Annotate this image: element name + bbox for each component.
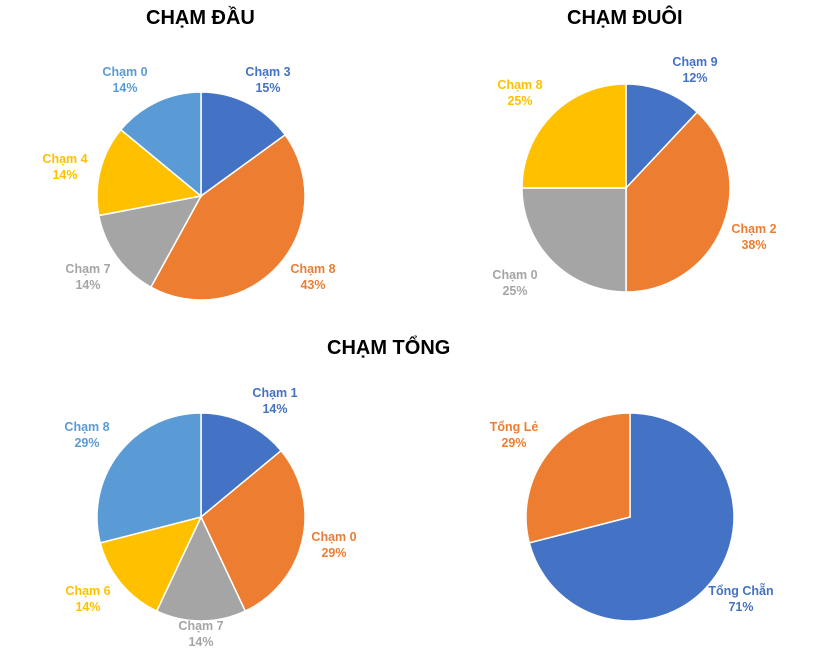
pie-label-value: 25% <box>502 284 528 298</box>
pie-label-name: Chạm 8 <box>497 78 543 92</box>
pie-slice-chạm-9 <box>625 83 699 190</box>
pie-label-value: 14% <box>262 402 288 416</box>
pie-slice-chạm-8 <box>149 133 306 301</box>
pie-data-label: Tổng Chẵn 71% <box>696 583 786 615</box>
pie-data-label: Chạm 8 43% <box>268 261 358 293</box>
pie-slice-tổng-chẵn <box>528 412 735 622</box>
pie-0 <box>96 91 306 301</box>
pie-slice-chạm-6 <box>99 515 203 613</box>
pie-data-label: Chạm 0 25% <box>470 267 560 299</box>
pie-label-name: Chạm 9 <box>672 55 718 69</box>
pie-2 <box>96 412 306 622</box>
pie-label-name: Chạm 4 <box>42 152 88 166</box>
pie-label-value: 14% <box>188 635 214 649</box>
pie-data-label: Chạm 2 38% <box>709 221 799 253</box>
pie-data-label: Chạm 1 14% <box>230 385 320 417</box>
pie-label-name: Chạm 7 <box>65 262 111 276</box>
pie-label-name: Chạm 0 <box>492 268 538 282</box>
pie-data-label: Chạm 8 29% <box>42 419 132 451</box>
pie-slice-chạm-1 <box>200 412 283 519</box>
pie-slice-chạm-8 <box>521 83 627 189</box>
pie-label-value: 43% <box>300 278 326 292</box>
chart-title-cham-tong: CHẠM TỔNG <box>327 337 451 359</box>
pie-label-name: Chạm 7 <box>178 619 224 633</box>
pie-slice-chạm-7 <box>155 515 247 622</box>
pie-label-value: 14% <box>112 81 138 95</box>
pie-slice-chạm-4 <box>96 128 203 217</box>
pie-label-name: Chạm 0 <box>102 65 148 79</box>
pie-label-value: 14% <box>52 168 78 182</box>
pie-label-name: Chạm 0 <box>311 530 357 544</box>
pie-1 <box>521 83 731 293</box>
pie-label-value: 15% <box>255 81 281 95</box>
pie-3 <box>525 412 735 622</box>
pie-label-value: 38% <box>741 238 767 252</box>
pie-data-label: Chạm 0 29% <box>289 529 379 561</box>
pie-label-name: Chạm 8 <box>64 420 110 434</box>
chart-title-cham-dau: CHẠM ĐẦU <box>146 7 255 29</box>
pie-slice-chạm-0 <box>521 187 627 293</box>
pie-data-label: Chạm 7 14% <box>43 261 133 293</box>
pie-slice-chạm-7 <box>97 194 203 289</box>
pie-data-label: Chạm 6 14% <box>43 583 133 615</box>
pie-slice-chạm-0 <box>119 91 202 198</box>
pie-data-label: Chạm 9 12% <box>650 54 740 86</box>
pie-slice-chạm-2 <box>625 111 731 293</box>
pie-label-value: 14% <box>75 600 101 614</box>
pie-label-name: Chạm 3 <box>245 65 291 79</box>
pie-label-value: 29% <box>501 436 527 450</box>
pie-label-name: Chạm 6 <box>65 584 111 598</box>
pie-data-label: Chạm 4 14% <box>20 151 110 183</box>
pie-data-label: Chạm 3 15% <box>223 64 313 96</box>
pie-label-name: Chạm 8 <box>290 262 336 276</box>
pie-label-name: Tổng Lẻ <box>489 420 539 434</box>
pie-label-value: 71% <box>728 600 754 614</box>
pie-slice-chạm-8 <box>96 412 202 544</box>
pie-label-name: Chạm 2 <box>731 222 777 236</box>
pie-label-name: Tổng Chẵn <box>708 584 774 598</box>
pie-slice-tổng-lẻ <box>525 412 631 544</box>
pie-label-value: 29% <box>74 436 100 450</box>
pie-data-label: Chạm 7 14% <box>156 618 246 650</box>
pie-data-label: Tổng Lẻ 29% <box>469 419 559 451</box>
pie-slice-chạm-3 <box>200 91 287 198</box>
pie-label-value: 14% <box>75 278 101 292</box>
chart-title-cham-duoi: CHẠM ĐUÔI <box>567 7 683 29</box>
pie-label-value: 12% <box>682 71 708 85</box>
pie-data-label: Chạm 0 14% <box>80 64 170 96</box>
pie-data-label: Chạm 8 25% <box>475 77 565 109</box>
pie-label-value: 29% <box>321 546 347 560</box>
pie-label-name: Chạm 1 <box>252 386 298 400</box>
pie-label-value: 25% <box>507 94 533 108</box>
